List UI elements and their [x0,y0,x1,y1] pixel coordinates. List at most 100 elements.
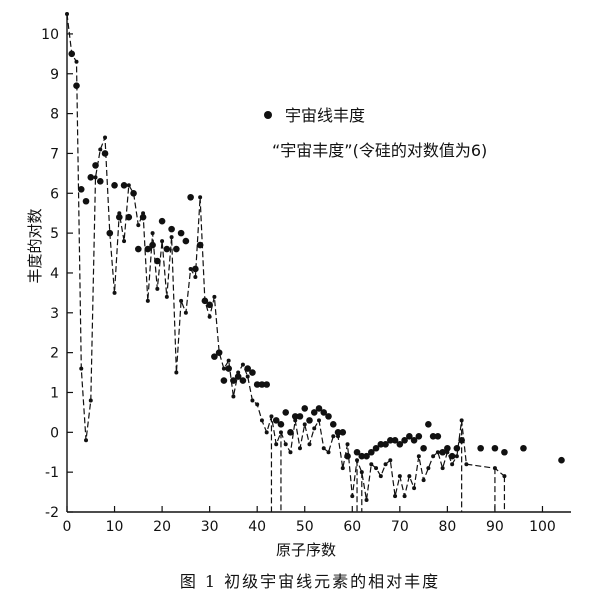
x-tick-label: 60 [343,519,361,535]
universal-point [331,434,336,439]
x-tick-label: 90 [486,519,504,535]
cosmic-ray-point [158,217,166,225]
universal-point [88,398,93,403]
universal-point [179,298,184,303]
cosmic-ray-point [168,225,175,233]
cosmic-ray-point [211,353,218,360]
universal-point [198,195,203,200]
universal-point [274,442,279,447]
cosmic-ray-point [401,436,408,444]
universal-point [278,430,283,435]
universal-point [378,474,383,479]
universal-point [174,370,179,375]
universal-point [492,466,497,471]
universal-point [269,414,274,419]
cosmic-ray-point [206,301,213,309]
cosmic-ray-point [287,429,294,436]
cosmic-ray-point [410,436,418,444]
cosmic-ray-point [73,82,80,90]
cosmic-ray-point [244,365,251,372]
cosmic-ray-point [125,213,133,221]
universal-point [402,494,407,499]
universal-point [136,223,141,228]
cosmic-ray-point [101,150,109,157]
universal-point [221,366,226,371]
universal-point [145,298,150,303]
universal-point [317,418,321,423]
universal-point [307,442,312,447]
cosmic-ray-point [415,433,423,440]
cosmic-ray-point [420,444,427,452]
cosmic-ray-point [377,440,385,448]
figure-caption: 图 1 初级宇宙线元素的相对丰度 [180,572,440,591]
cosmic-ray-point [149,241,156,249]
cosmic-ray-point [187,193,194,201]
cosmic-ray-point [163,245,171,253]
cosmic-ray-point [491,444,499,452]
x-tick-label: 50 [296,519,314,535]
cosmic-ray-point [477,444,484,452]
x-tick-label: 40 [248,519,266,535]
universal-point [426,466,431,471]
legend-label-universal: “宇宙丰度”(令硅的对数值为6) [272,141,487,160]
universal-point [502,474,507,479]
cosmic-ray-point [429,433,437,440]
universal-point [464,462,469,467]
cosmic-ray-point [192,265,199,273]
cosmic-ray-point [444,444,451,452]
cosmic-ray-point [358,452,366,460]
universal-point [288,450,293,455]
universal-point [374,466,379,471]
x-tick-label: 0 [63,519,72,535]
cosmic-ray-point [334,429,342,436]
cosmic-ray-point [372,444,380,452]
x-tick-label: 80 [438,519,456,535]
universal-point [345,442,350,447]
universal-point [283,442,288,447]
universal-point [79,366,84,371]
x-axis-label: 原子序数 [276,541,336,559]
y-tick-label: 4 [50,266,59,282]
cosmic-ray-point [363,452,370,460]
universal-point [416,454,421,459]
universal-point [65,12,69,16]
cosmic-ray-point [501,448,508,456]
universal-point [435,450,440,455]
cosmic-ray-point [177,229,185,237]
cosmic-ray-point [96,178,104,185]
cosmic-ray-point [448,452,456,460]
cosmic-ray-point [116,213,123,221]
x-tick-label: 20 [153,519,171,535]
universal-point [188,266,193,271]
universal-point [326,450,331,455]
cosmic-ray-point [135,245,142,253]
cosmic-ray-point [344,452,351,460]
y-tick-label: 0 [50,425,59,441]
cosmic-ray-point [234,373,242,380]
cosmic-ray-point [306,417,313,424]
universal-point [240,362,245,367]
cosmic-ray-point [201,297,209,305]
cosmic-ray-point [92,162,99,169]
universal-point [388,458,393,463]
cosmic-ray-point [291,413,299,420]
universal-point [259,418,264,423]
cosmic-ray-point [296,413,304,420]
universal-point [74,59,79,64]
cosmic-ray-point [434,433,442,440]
cosmic-ray-point [263,381,270,388]
universal-point [440,466,445,471]
universal-point [84,438,89,443]
universal-point [459,418,464,423]
universal-point [98,147,103,152]
x-tick-label: 70 [391,519,409,535]
cosmic-ray-point [406,433,413,440]
universal-point [226,358,231,363]
cosmic-ray-point [87,174,95,181]
cosmic-ray-point [249,369,256,376]
universal-abundance-line [66,13,505,501]
series-layer [65,12,565,512]
cosmic-ray-point [458,436,465,444]
x-tick-label: 100 [529,519,556,535]
